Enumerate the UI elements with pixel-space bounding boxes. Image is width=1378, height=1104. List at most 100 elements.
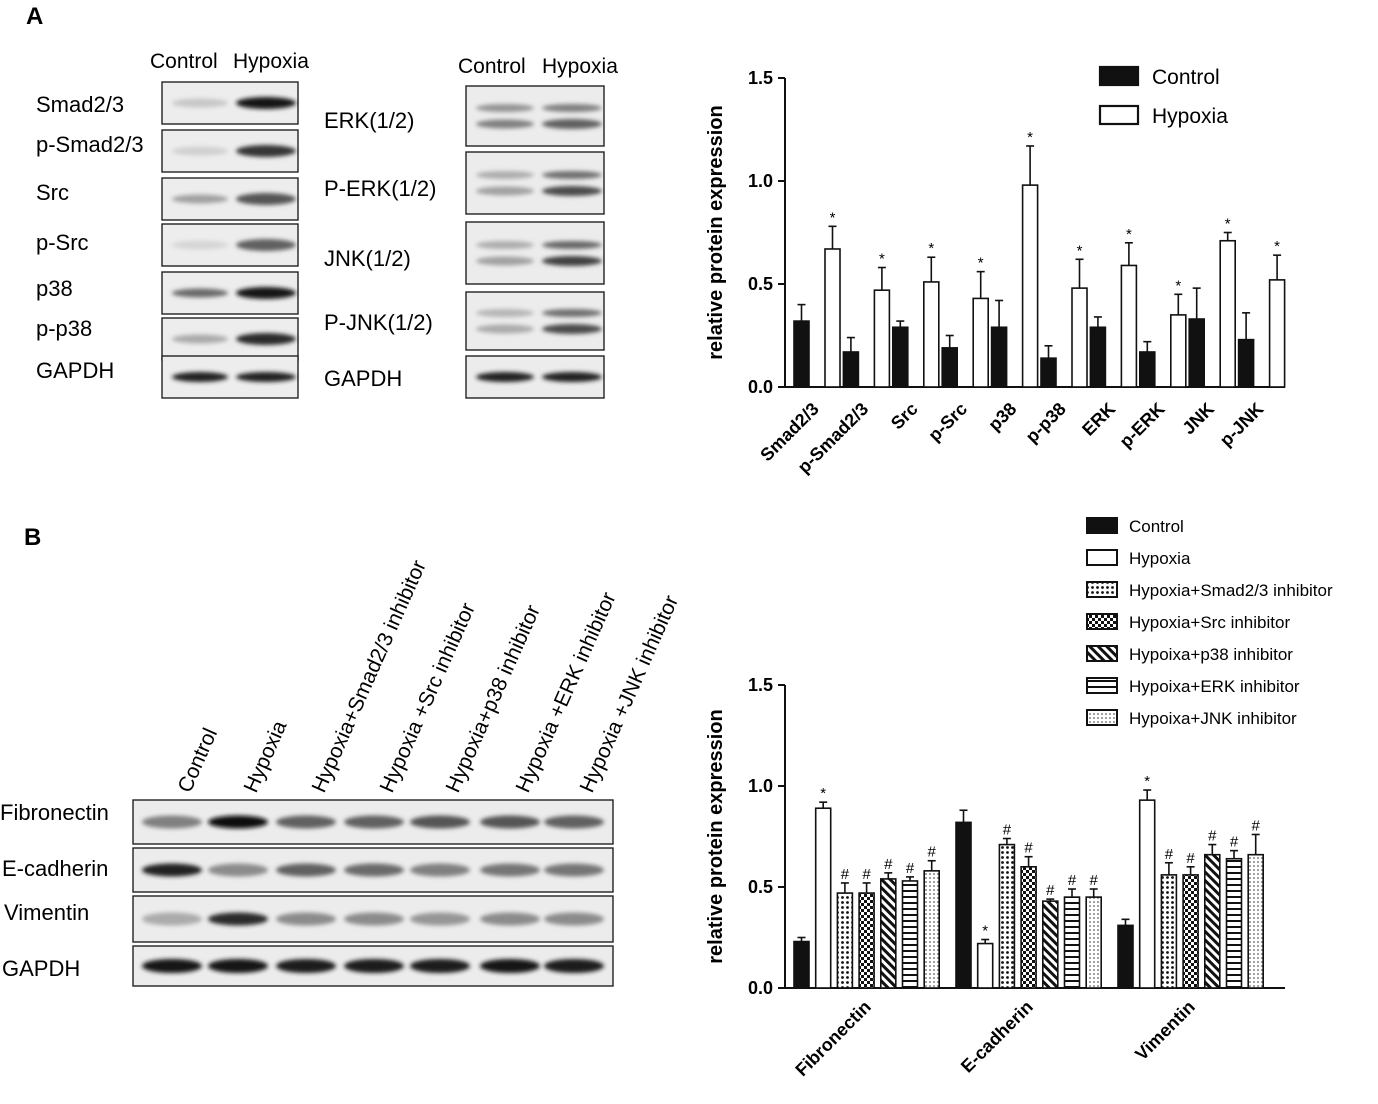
sig-marker-e-cadherin-hypoixa-erk-inhibitor: #: [1068, 872, 1077, 889]
band-p-p38-control: [172, 334, 228, 344]
bar-vimentin-hypoxia-src-inhibitor: [1182, 874, 1199, 989]
x-tick-label-p-src: p-Src: [924, 399, 971, 446]
bar-p-p38-control: [1040, 357, 1057, 388]
legend-b-label-hypoixa-p38-inhibitor: Hypoixa+p38 inhibitor: [1129, 645, 1293, 664]
sig-marker-vimentin-hypoxia-src-inhibitor: #: [1186, 850, 1195, 867]
band-fibronectin-lane-4: [344, 815, 404, 829]
y-axis-label: relative protein expression: [705, 709, 727, 964]
blot-b-col-control: Control: [174, 725, 223, 796]
sig-marker-fibronectin-hypoixa-jnk-inhibitor: #: [928, 844, 937, 861]
band-e-cadherin-lane-1: [142, 863, 202, 877]
band-src-hypoxia: [236, 193, 296, 205]
y-tick-label-0-0: 0.0: [748, 377, 773, 397]
band-e-cadherin-lane-6: [480, 863, 540, 877]
blot-a-left-label-p-smad2-3: p-Smad2/3: [36, 132, 144, 157]
y-tick-label-0-5: 0.5: [748, 877, 773, 897]
band-gapdh-lane-2: [208, 959, 268, 973]
legend-control-swatch: [1098, 65, 1140, 87]
blot-a-right-label-p-erk-1-2: P-ERK(1/2): [324, 176, 436, 201]
blot-a-right-strip-erk-1-2: [465, 85, 605, 147]
sig-marker-p-smad2-3-hypoxia: *: [879, 251, 885, 268]
sig-marker-fibronectin-hypoixa-p38-inhibitor: #: [884, 856, 893, 873]
bar-smad2-3-hypoxia: [824, 248, 841, 388]
bar-e-cadherin-hypoixa-p38-inhibitor: [1042, 900, 1059, 989]
y-tick-label-1-5: 1.5: [748, 68, 773, 88]
bar-p-smad2-3-control: [842, 351, 860, 388]
x-tick-label-p-p38: p-p38: [1022, 399, 1070, 447]
x-tick-label-e-cadherin: E-cadherin: [957, 997, 1037, 1077]
band-p-smad2-3-hypoxia: [236, 145, 296, 157]
band-p-erk-1-2-hypoxia-upper: [542, 171, 602, 179]
bar-p-src-hypoxia: [972, 297, 990, 388]
band-vimentin-lane-1: [142, 912, 202, 926]
legend-b-swatch-hypoixa-p38-inhibitor: [1086, 645, 1118, 662]
sig-marker-erk-hypoxia: *: [1126, 226, 1132, 243]
bar-src-control: [891, 326, 909, 388]
blot-a-right-col-control: Control: [458, 55, 526, 78]
band-gapdh-lane-5: [410, 959, 470, 973]
bar-e-cadherin-control: [955, 821, 972, 989]
band-vimentin-lane-7: [544, 912, 604, 926]
blot-b-label-fibronectin: Fibronectin: [0, 800, 109, 825]
band-smad2-3-hypoxia: [236, 97, 296, 109]
bar-jnk-hypoxia: [1219, 239, 1236, 388]
band-e-cadherin-lane-4: [344, 863, 404, 877]
band-vimentin-lane-4: [344, 912, 404, 926]
band-erk-1-2-hypoxia-upper: [542, 104, 602, 112]
band-fibronectin-lane-1: [142, 815, 202, 829]
blot-a-left-label-p-p38: p-p38: [36, 316, 92, 341]
bar-e-cadherin-hypoixa-erk-inhibitor: [1063, 896, 1081, 989]
x-tick-label-p38: p38: [984, 399, 1020, 435]
band-e-cadherin-lane-2: [208, 863, 268, 877]
band-p-src-hypoxia: [236, 239, 296, 251]
y-tick-label-0-0: 0.0: [748, 978, 773, 998]
bar-fibronectin-hypoixa-jnk-inhibitor: [923, 870, 941, 989]
blot-a-right-label-p-jnk-1-2: P-JNK(1/2): [324, 310, 433, 335]
band-jnk-1-2-control-lower: [476, 256, 534, 266]
y-tick-label-0-5: 0.5: [748, 274, 773, 294]
x-tick-label-src: Src: [887, 399, 922, 434]
bar-fibronectin-hypoixa-p38-inhibitor: [879, 878, 897, 989]
band-erk-1-2-control-upper: [476, 104, 534, 112]
bar-p-erk-control: [1139, 351, 1156, 388]
bar-smad2-3-control: [793, 320, 810, 388]
bar-src-hypoxia: [922, 281, 940, 388]
sig-marker-vimentin-hypoixa-erk-inhibitor: #: [1230, 834, 1239, 851]
bar-erk-hypoxia: [1120, 264, 1138, 388]
bar-erk-control: [1089, 326, 1107, 388]
sig-marker-vimentin-hypoixa-p38-inhibitor: #: [1208, 828, 1217, 845]
blot-b-label-e-cadherin: E-cadherin: [2, 856, 108, 881]
band-e-cadherin-lane-3: [276, 863, 336, 877]
sig-marker-p-src-hypoxia: *: [978, 255, 984, 272]
chart-b: 0.0 0.5 1.0 1.5 relative protein expression *…: [705, 517, 1333, 1080]
blot-a-right-label-gapdh: GAPDH: [324, 366, 402, 391]
bar-fibronectin-hypoixa-erk-inhibitor: [901, 880, 919, 989]
legend-b-label-hypoxia-src-inhibitor: Hypoxia+Src inhibitor: [1129, 613, 1290, 632]
blot-a-right-strip-p-jnk-1-2: [465, 291, 605, 351]
legend-hypoxia-swatch: [1098, 104, 1140, 126]
bar-vimentin-hypoxia-smad2-3-inhibitor: [1160, 874, 1178, 989]
sig-marker-p-jnk-hypoxia: *: [1274, 238, 1280, 255]
band-p-p38-hypoxia: [236, 333, 296, 345]
sig-marker-smad2-3-hypoxia: *: [830, 209, 836, 226]
bar-p-jnk-hypoxia: [1268, 279, 1286, 388]
blot-a-left-label-gapdh: GAPDH: [36, 358, 114, 383]
band-p-smad2-3-control: [172, 146, 228, 156]
x-tick-label-vimentin: Vimentin: [1131, 997, 1199, 1065]
band-fibronectin-lane-2: [208, 815, 268, 829]
blot-a-left-col-hypoxia: Hypoxia: [233, 50, 309, 73]
sig-marker-p-p38-hypoxia: *: [1077, 242, 1083, 259]
band-jnk-1-2-control-upper: [476, 241, 534, 249]
band-p-src-control: [172, 240, 228, 250]
y-tick-label-1-5: 1.5: [748, 675, 773, 695]
blot-a-right-label-erk-1-2: ERK(1/2): [324, 108, 414, 133]
blot-a-right-label-jnk-1-2: JNK(1/2): [324, 246, 411, 271]
band-erk-1-2-control-lower: [476, 119, 534, 129]
bar-p-smad2-3-hypoxia: [873, 289, 891, 388]
legend-b-label-hypoxia: Hypoxia: [1129, 549, 1191, 568]
blot-b-col-hypoxia: Hypoxia: [240, 717, 292, 796]
bar-e-cadherin-hypoxia: [976, 942, 994, 989]
legend-hypoxia-label: Hypoxia: [1152, 105, 1228, 128]
sig-marker-vimentin-hypoixa-jnk-inhibitor: #: [1252, 817, 1261, 834]
panel-a-letter: A: [26, 3, 43, 30]
